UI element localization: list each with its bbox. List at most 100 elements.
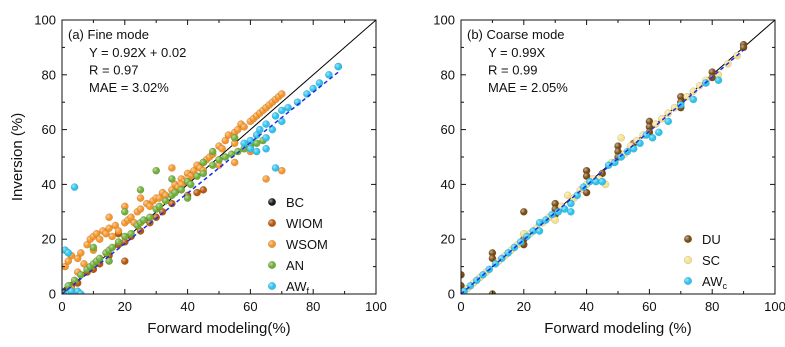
data-point-sheen bbox=[670, 104, 679, 112]
panel-coarse-mode: 0 20 40 60 80 100 0 20 40 60 80 100 Forward modeling… bbox=[433, 13, 785, 338]
data-point-sheen bbox=[573, 191, 581, 199]
series-awf bbox=[62, 62, 343, 294]
y-tick-label: 0 bbox=[448, 287, 455, 302]
data-point-sheen bbox=[645, 123, 654, 131]
data-point-sheen bbox=[127, 213, 135, 221]
data-point-sheen bbox=[152, 213, 160, 221]
legend-entry-name: BC bbox=[286, 195, 304, 210]
data-point-sheen bbox=[325, 71, 333, 79]
data-point-sheen bbox=[262, 175, 270, 183]
data-point-sheen bbox=[461, 271, 465, 279]
data-point-sheen bbox=[583, 189, 591, 197]
data-point-sheen bbox=[70, 276, 79, 284]
data-point-sheen bbox=[583, 172, 591, 180]
stat-annotation: R = 0.99 bbox=[488, 63, 538, 78]
data-point-sheen bbox=[64, 249, 72, 257]
data-point-sheen bbox=[246, 145, 254, 153]
x-tick-label: 80 bbox=[705, 299, 719, 314]
data-point-sheen bbox=[121, 238, 129, 246]
data-point-sheen bbox=[714, 76, 723, 84]
data-point-sheen bbox=[561, 205, 569, 213]
data-point-sheen bbox=[105, 224, 113, 232]
data-point-sheen bbox=[253, 147, 261, 156]
legend-entry-name: AW bbox=[286, 279, 307, 294]
data-point-sheen bbox=[278, 117, 286, 125]
data-point-sheen bbox=[488, 249, 496, 257]
data-point-sheen bbox=[240, 145, 248, 153]
data-point-sheen bbox=[114, 227, 123, 235]
data-point-sheen bbox=[177, 180, 185, 188]
y-tick-label: 40 bbox=[441, 177, 455, 192]
data-point-sheen bbox=[193, 189, 201, 197]
data-point-sheen bbox=[683, 93, 691, 101]
legend-marker-sheen bbox=[268, 261, 276, 269]
legend-entry-name: SC bbox=[702, 253, 720, 268]
data-point-sheen bbox=[315, 79, 324, 87]
data-point-sheen bbox=[253, 131, 261, 139]
data-point-sheen bbox=[740, 43, 748, 52]
data-point-sheen bbox=[162, 197, 170, 205]
stat-annotation: Y = 0.99X bbox=[488, 45, 546, 60]
data-point-sheen bbox=[92, 230, 101, 238]
data-point-sheen bbox=[89, 243, 97, 252]
data-point-sheen bbox=[689, 95, 697, 104]
legend-entry: BC bbox=[286, 195, 304, 210]
data-point-sheen bbox=[67, 287, 76, 294]
data-point-sheen bbox=[551, 199, 559, 208]
legend-entry: WIOM bbox=[286, 216, 323, 231]
y-tick-label: 20 bbox=[441, 232, 455, 247]
legend-entry-name: WSOM bbox=[286, 237, 328, 252]
data-point-sheen bbox=[551, 216, 559, 224]
panel-fine-mode: 0 20 40 60 80 100 0 20 40 60 80 100 Forward modeling… bbox=[9, 13, 387, 338]
legend-entry-name: WIOM bbox=[286, 216, 323, 231]
data-point-sheen bbox=[121, 208, 129, 216]
data-point-sheen bbox=[168, 164, 176, 172]
data-point-sheen bbox=[461, 282, 465, 290]
data-point-sheen bbox=[652, 120, 660, 128]
data-point-sheen bbox=[96, 235, 104, 243]
data-point-sheen bbox=[262, 134, 270, 142]
data-point-sheen bbox=[488, 254, 496, 262]
legend-marker-sheen bbox=[684, 256, 692, 264]
data-point-sheen bbox=[146, 202, 154, 210]
data-point-sheen bbox=[80, 260, 88, 268]
data-point-sheen bbox=[284, 104, 292, 112]
y-axis-label: Inversion (%) bbox=[9, 113, 26, 201]
data-point-sheen bbox=[520, 208, 528, 216]
data-point-sheen bbox=[70, 183, 79, 191]
x-tick-label: 40 bbox=[180, 299, 194, 314]
data-point-sheen bbox=[677, 93, 685, 101]
data-point-sheen bbox=[199, 186, 207, 194]
data-point-sheen bbox=[199, 158, 207, 167]
data-point-sheen bbox=[168, 175, 176, 183]
x-tick-label: 100 bbox=[365, 299, 387, 314]
data-point-sheen bbox=[105, 257, 113, 265]
data-point-sheen bbox=[231, 158, 239, 167]
data-point-sheen bbox=[209, 147, 217, 156]
data-point-sheen bbox=[658, 115, 666, 123]
data-point-sheen bbox=[77, 290, 85, 294]
y-tick-label: 80 bbox=[42, 67, 56, 82]
data-point-sheen bbox=[171, 189, 179, 197]
data-point-sheen bbox=[278, 106, 286, 115]
data-point-sheen bbox=[218, 145, 226, 153]
data-point-sheen bbox=[108, 243, 116, 252]
legend-marker-sheen bbox=[268, 219, 276, 227]
legend: BC WIOM WSOM AN AWf bbox=[267, 195, 328, 296]
data-point-sheen bbox=[579, 183, 588, 191]
data-point-sheen bbox=[262, 145, 270, 153]
x-tick-label: 20 bbox=[118, 299, 132, 314]
plot-area bbox=[62, 20, 376, 294]
legend-entry: AWf bbox=[286, 279, 309, 296]
x-tick-label: 60 bbox=[642, 299, 656, 314]
data-point-sheen bbox=[105, 213, 113, 221]
legend-entry: SC bbox=[702, 253, 720, 268]
data-point-sheen bbox=[614, 147, 622, 156]
legend-marker-sheen bbox=[268, 198, 276, 206]
data-point-sheen bbox=[611, 158, 619, 167]
data-point-sheen bbox=[158, 208, 167, 216]
data-point-sheen bbox=[231, 139, 239, 147]
data-point-sheen bbox=[77, 271, 85, 279]
x-tick-label: 0 bbox=[58, 299, 65, 314]
plot-area bbox=[461, 20, 775, 294]
